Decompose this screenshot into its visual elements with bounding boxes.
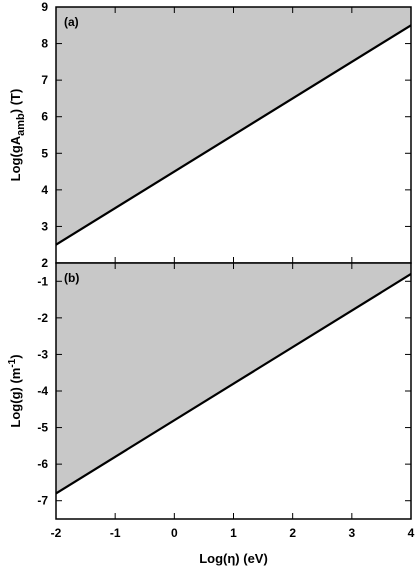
y-tick-label: -5 xyxy=(37,421,48,435)
y-tick-label: -1 xyxy=(37,274,48,288)
y-tick-labels-b: -7 -6 -5 -4 -3 -2 -1 xyxy=(37,274,48,507)
y-tick-label: 2 xyxy=(41,256,48,270)
panel-a: 2 3 4 5 6 7 8 9 (a) Log(gAamb) (T) xyxy=(8,0,412,270)
y-tick-label: 4 xyxy=(41,183,48,197)
tick-marks-b xyxy=(55,263,412,519)
y-tick-label: 5 xyxy=(41,146,48,160)
x-axis-title: Log(η) (eV) xyxy=(199,551,268,566)
y-tick-label: -7 xyxy=(37,494,48,508)
y-tick-label: 9 xyxy=(41,0,48,14)
y-tick-label: 3 xyxy=(41,219,48,233)
x-tick-label: 2 xyxy=(289,526,296,540)
y-axis-title-b: Log(g) (m-1) xyxy=(7,354,23,427)
panel-label-a: (a) xyxy=(64,15,79,29)
y-tick-label: -2 xyxy=(37,311,48,325)
x-tick-labels-b: -2 -1 0 1 2 3 4 xyxy=(51,526,415,540)
x-tick-label: 3 xyxy=(348,526,355,540)
y-tick-label: 8 xyxy=(41,37,48,51)
y-tick-labels-a: 2 3 4 5 6 7 8 9 xyxy=(41,0,48,270)
y-tick-label: -3 xyxy=(37,347,48,361)
y-tick-label: 6 xyxy=(41,110,48,124)
y-tick-label: -6 xyxy=(37,457,48,471)
shaded-region-a xyxy=(56,7,411,245)
x-tick-label: -1 xyxy=(110,526,121,540)
boundary-line-b xyxy=(55,273,412,495)
x-tick-label: 0 xyxy=(171,526,178,540)
x-tick-label: 1 xyxy=(230,526,237,540)
shaded-region-b xyxy=(56,263,411,494)
boundary-line-a xyxy=(55,24,412,246)
x-tick-label: -2 xyxy=(51,526,62,540)
x-tick-label: 4 xyxy=(408,526,415,540)
y-axis-title-a: Log(gAamb) (T) xyxy=(8,89,27,182)
y-tick-label: 7 xyxy=(41,73,48,87)
panel-label-b: (b) xyxy=(64,271,79,285)
panel-b: -7 -6 -5 -4 -3 -2 -1 -2 -1 0 1 2 3 4 (b) Log(g) (m-1… xyxy=(7,262,415,566)
y-tick-label: -4 xyxy=(37,384,48,398)
